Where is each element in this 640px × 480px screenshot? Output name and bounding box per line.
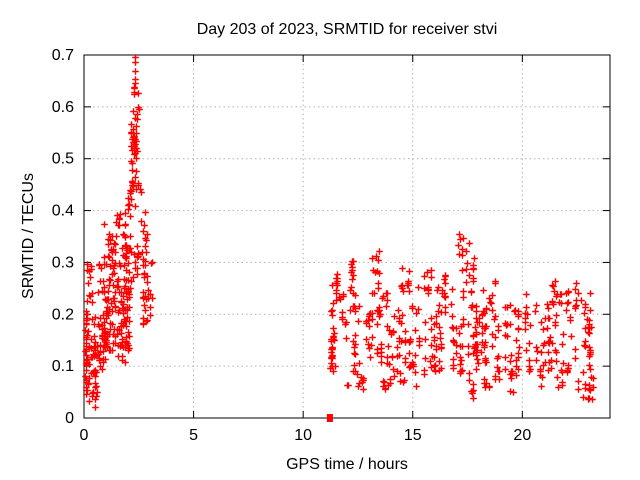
tick-labels: 0 5 10 15 20 0 0.1 0.2 0.3 0.4 0.5 0.6 0.7 — [52, 47, 532, 444]
x-tick-label: 20 — [513, 427, 531, 444]
chart-title: Day 203 of 2023, SRMTID for receiver stv… — [197, 21, 498, 38]
y-tick-label: 0.5 — [52, 151, 74, 168]
x-tick-label: 10 — [294, 427, 312, 444]
x-axis-label: GPS time / hours — [286, 456, 408, 473]
scatter-points-path — [82, 54, 597, 411]
data-points — [82, 54, 597, 422]
y-tick-label: 0.7 — [52, 47, 74, 64]
y-tick-label: 0.3 — [52, 254, 74, 271]
grid-lines — [84, 55, 610, 418]
y-tick-label: 0.6 — [52, 99, 74, 116]
y-tick-label: 0 — [65, 410, 74, 427]
x-tick-label: 5 — [189, 427, 198, 444]
zero-value-square-marker — [326, 414, 333, 422]
y-tick-label: 0.2 — [52, 306, 74, 323]
y-tick-label: 0.4 — [52, 203, 74, 220]
y-axis-label: SRMTID / TECUs — [20, 173, 37, 299]
x-tick-label: 15 — [404, 427, 422, 444]
axes — [83, 54, 611, 419]
plot-border — [83, 54, 611, 419]
y-tick-label: 0.1 — [52, 358, 74, 375]
x-tick-label: 0 — [80, 427, 89, 444]
